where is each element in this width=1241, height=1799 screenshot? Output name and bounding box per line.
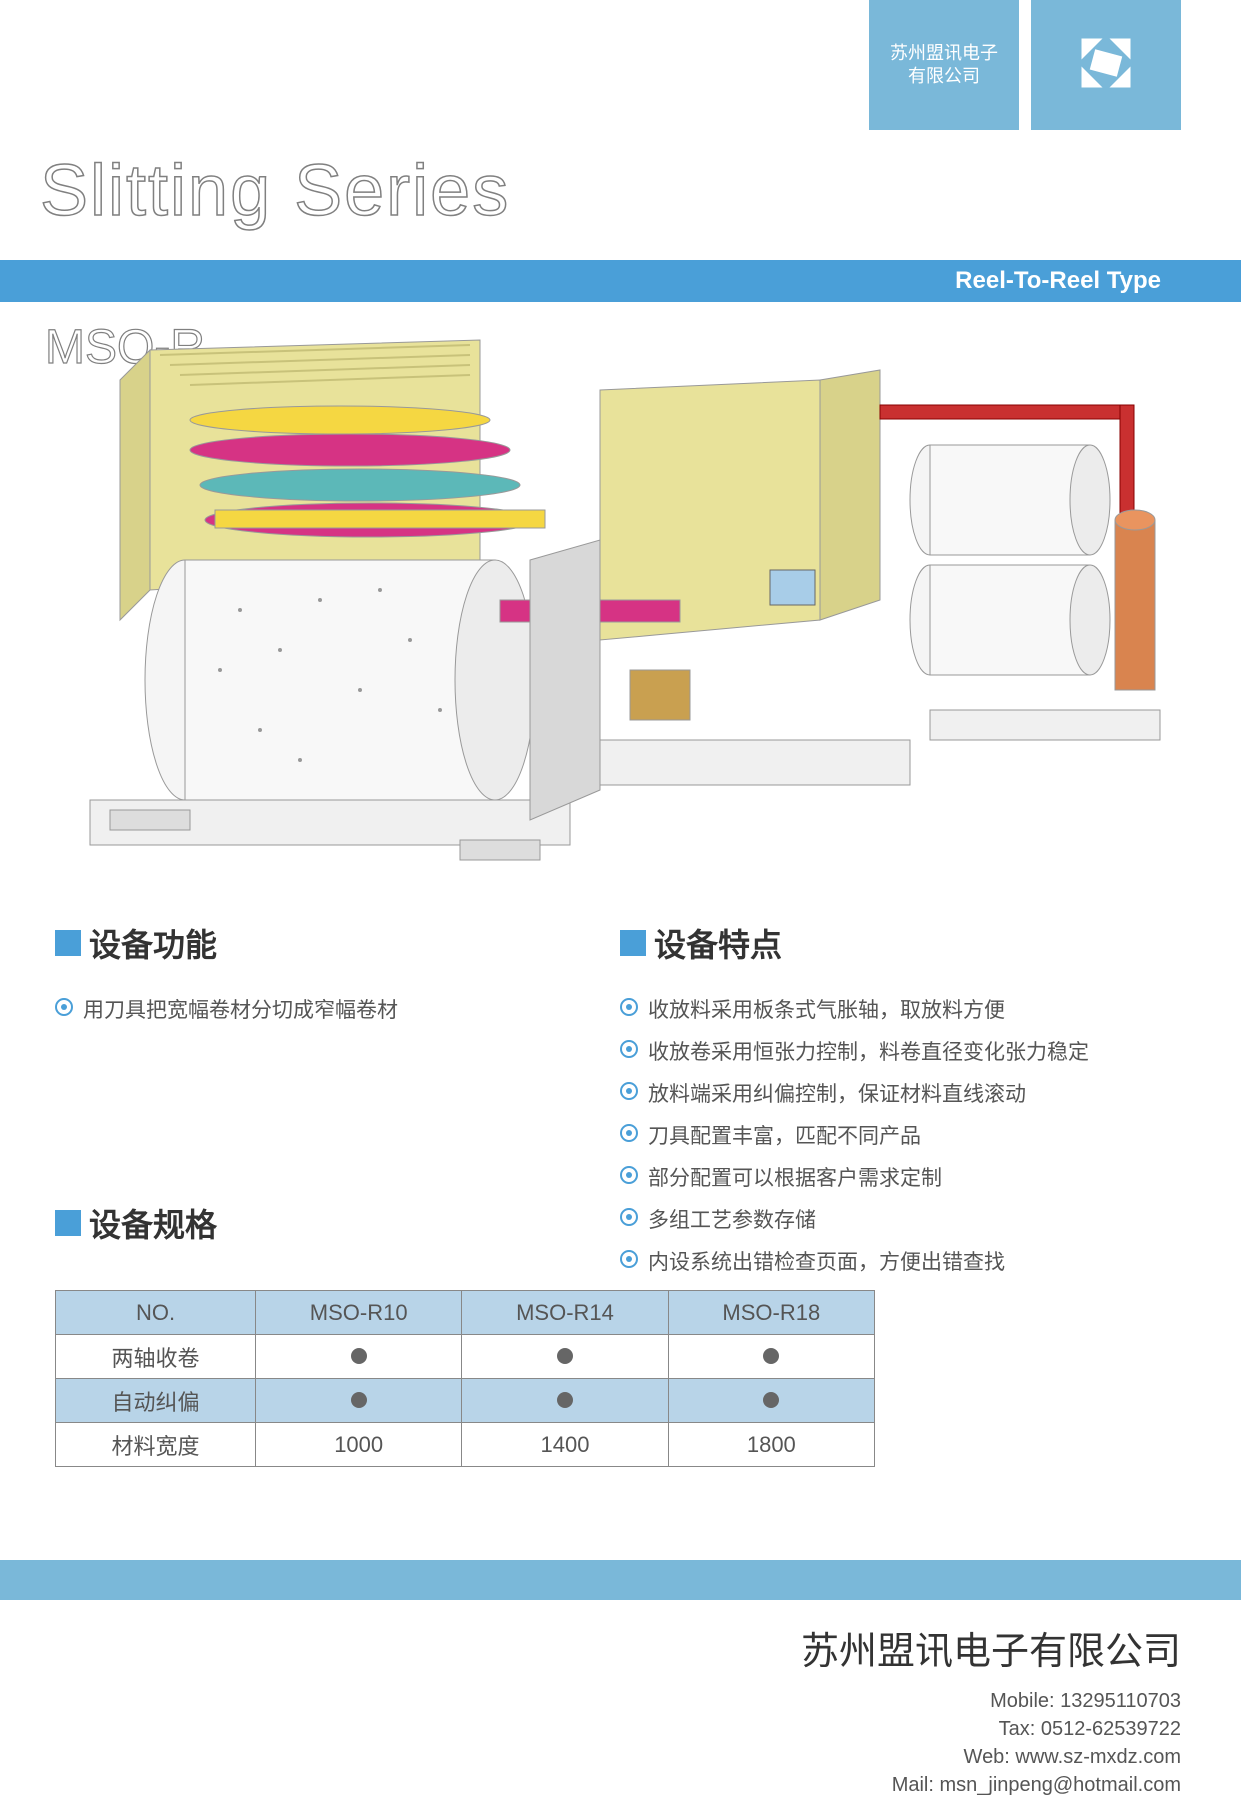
- feature-item-text: 部分配置可以根据客户需求定制: [648, 1162, 942, 1192]
- table-cell: [668, 1335, 874, 1379]
- section-title-specs: 设备规格: [55, 1200, 535, 1246]
- machine-illustration: [60, 310, 1180, 880]
- table-cell: 1800: [668, 1423, 874, 1467]
- table-header-cell: NO.: [56, 1291, 256, 1335]
- dot-icon: [763, 1348, 779, 1364]
- feature-item-text: 放料端采用纠偏控制，保证材料直线滚动: [648, 1078, 1026, 1108]
- feature-item-text: 内设系统出错检查页面，方便出错查找: [648, 1246, 1005, 1276]
- dot-icon: [351, 1348, 367, 1364]
- table-row: 两轴收卷: [56, 1335, 875, 1379]
- subtitle-text: Reel-To-Reel Type: [955, 267, 1161, 295]
- subtitle-bar: Reel-To-Reel Type: [0, 260, 1241, 302]
- footer-web: Web: www.sz-mxdz.com: [801, 1743, 1181, 1771]
- title-square-icon: [620, 930, 646, 956]
- feature-item-text: 刀具配置丰富，匹配不同产品: [648, 1120, 921, 1150]
- table-row: 自动纠偏: [56, 1379, 875, 1423]
- table-cell: [462, 1335, 668, 1379]
- list-item: 收放料采用板条式气胀轴，取放料方便: [620, 994, 1180, 1024]
- list-item: 多组工艺参数存储: [620, 1204, 1180, 1234]
- header-tabs: 苏州盟讯电子 有限公司: [869, 0, 1181, 130]
- footer-mobile: Mobile: 13295110703: [801, 1687, 1181, 1715]
- table-header-cell: MSO-R10: [256, 1291, 462, 1335]
- table-row-label: 材料宽度: [56, 1423, 256, 1467]
- bullet-icon: [620, 1166, 638, 1184]
- feature-item-text: 收放料采用板条式气胀轴，取放料方便: [648, 994, 1005, 1024]
- company-logo-icon: [1071, 28, 1141, 103]
- section-specs: 设备规格: [55, 1200, 535, 1274]
- bullet-icon: [620, 1250, 638, 1268]
- table-row: 材料宽度100014001800: [56, 1423, 875, 1467]
- dot-icon: [351, 1392, 367, 1408]
- function-title-text: 设备功能: [89, 920, 217, 966]
- list-item: 放料端采用纠偏控制，保证材料直线滚动: [620, 1078, 1180, 1108]
- dot-icon: [557, 1348, 573, 1364]
- bullet-icon: [620, 1124, 638, 1142]
- bullet-icon: [55, 998, 73, 1016]
- title-square-icon: [55, 1210, 81, 1236]
- feature-item-text: 多组工艺参数存储: [648, 1204, 816, 1234]
- function-list: 用刀具把宽幅卷材分切成窄幅卷材: [55, 994, 535, 1024]
- table-cell: [256, 1335, 462, 1379]
- list-item: 部分配置可以根据客户需求定制: [620, 1162, 1180, 1192]
- feature-item-text: 收放卷采用恒张力控制，料卷直径变化张力稳定: [648, 1036, 1089, 1066]
- title-square-icon: [55, 930, 81, 956]
- dot-icon: [763, 1392, 779, 1408]
- dot-icon: [557, 1392, 573, 1408]
- footer-bar: [0, 1560, 1241, 1600]
- bullet-icon: [620, 998, 638, 1016]
- bullet-icon: [620, 1082, 638, 1100]
- table-row-label: 自动纠偏: [56, 1379, 256, 1423]
- table-header-cell: MSO-R18: [668, 1291, 874, 1335]
- footer-company-name: 苏州盟讯电子有限公司: [801, 1620, 1181, 1675]
- features-list: 收放料采用板条式气胀轴，取放料方便 收放卷采用恒张力控制，料卷直径变化张力稳定 …: [620, 994, 1180, 1276]
- bullet-icon: [620, 1040, 638, 1058]
- function-item-text: 用刀具把宽幅卷材分切成窄幅卷材: [83, 994, 398, 1024]
- table-header-cell: MSO-R14: [462, 1291, 668, 1335]
- section-function: 设备功能 用刀具把宽幅卷材分切成窄幅卷材: [55, 920, 535, 1036]
- bullet-icon: [620, 1208, 638, 1226]
- section-features: 设备特点 收放料采用板条式气胀轴，取放料方便 收放卷采用恒张力控制，料卷直径变化…: [620, 920, 1180, 1288]
- table-row-label: 两轴收卷: [56, 1335, 256, 1379]
- list-item: 内设系统出错检查页面，方便出错查找: [620, 1246, 1180, 1276]
- section-title-function: 设备功能: [55, 920, 535, 966]
- spec-table: NO. MSO-R10 MSO-R14 MSO-R18 两轴收卷自动纠偏材料宽度…: [55, 1290, 875, 1467]
- list-item: 刀具配置丰富，匹配不同产品: [620, 1120, 1180, 1150]
- logo-tab: [1031, 0, 1181, 130]
- specs-title-text: 设备规格: [89, 1200, 217, 1246]
- footer-info: 苏州盟讯电子有限公司 Mobile: 13295110703 Tax: 0512…: [801, 1620, 1181, 1799]
- company-short-name: 苏州盟讯电子 有限公司: [890, 42, 998, 89]
- table-cell: 1000: [256, 1423, 462, 1467]
- table-cell: 1400: [462, 1423, 668, 1467]
- table-cell: [256, 1379, 462, 1423]
- list-item: 收放卷采用恒张力控制，料卷直径变化张力稳定: [620, 1036, 1180, 1066]
- table-cell: [668, 1379, 874, 1423]
- table-cell: [462, 1379, 668, 1423]
- footer-mail: Mail: msn_jinpeng@hotmail.com: [801, 1771, 1181, 1799]
- table-header-row: NO. MSO-R10 MSO-R14 MSO-R18: [56, 1291, 875, 1335]
- footer-tax: Tax: 0512-62539722: [801, 1715, 1181, 1743]
- features-title-text: 设备特点: [654, 920, 782, 966]
- section-title-features: 设备特点: [620, 920, 1180, 966]
- list-item: 用刀具把宽幅卷材分切成窄幅卷材: [55, 994, 535, 1024]
- company-tab: 苏州盟讯电子 有限公司: [869, 0, 1019, 130]
- page-title: Slitting Series: [40, 150, 510, 232]
